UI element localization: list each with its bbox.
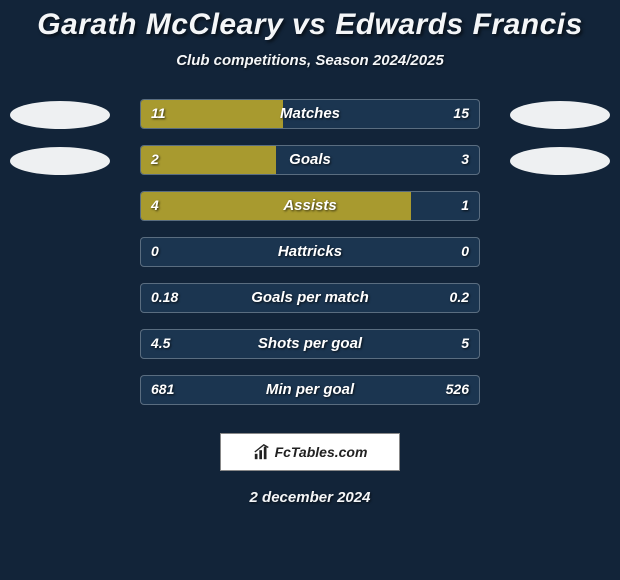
- stats-rows: 11Matches15 2Goals3 4Assists1 0Hattricks0 0.…: [0, 97, 620, 419]
- stat-value-right: 5: [461, 335, 469, 351]
- stat-row: 681Min per goal526: [0, 373, 620, 419]
- chart-icon: [253, 443, 271, 461]
- comparison-infographic: Garath McCleary vs Edwards Francis Club …: [0, 0, 620, 580]
- logo-text: FcTables.com: [275, 444, 368, 460]
- stat-value-right: 3: [461, 151, 469, 167]
- stat-row: 11Matches15: [0, 97, 620, 143]
- stat-label: Goals per match: [141, 289, 479, 306]
- player-right-ellipse: [510, 101, 610, 129]
- stat-row: 4.5Shots per goal5: [0, 327, 620, 373]
- stat-value-left: 681: [151, 381, 174, 397]
- logo-box: FcTables.com: [220, 433, 400, 471]
- player-left-ellipse: [10, 147, 110, 175]
- stat-bar: 4Assists1: [140, 191, 480, 221]
- player-left-ellipse: [10, 101, 110, 129]
- stat-row: 0.18Goals per match0.2: [0, 281, 620, 327]
- stat-bar: 0Hattricks0: [140, 237, 480, 267]
- stat-bar: 2Goals3: [140, 145, 480, 175]
- stat-label: Shots per goal: [141, 335, 479, 352]
- stat-row: 0Hattricks0: [0, 235, 620, 281]
- page-title: Garath McCleary vs Edwards Francis: [0, 8, 620, 42]
- stat-value-right: 526: [446, 381, 469, 397]
- stat-value-left: 0: [151, 243, 159, 259]
- stat-bar-fill: [141, 192, 411, 220]
- stat-bar: 4.5Shots per goal5: [140, 329, 480, 359]
- stat-bar-fill: [141, 100, 283, 128]
- stat-row: 4Assists1: [0, 189, 620, 235]
- stat-label: Min per goal: [141, 381, 479, 398]
- stat-label: Hattricks: [141, 243, 479, 260]
- stat-value-right: 0: [461, 243, 469, 259]
- stat-value-right: 1: [461, 197, 469, 213]
- subtitle: Club competitions, Season 2024/2025: [0, 52, 620, 69]
- stat-bar: 0.18Goals per match0.2: [140, 283, 480, 313]
- stat-row: 2Goals3: [0, 143, 620, 189]
- stat-bar-fill: [141, 146, 276, 174]
- stat-value-right: 15: [453, 105, 469, 121]
- stat-value-left: 4.5: [151, 335, 170, 351]
- player-right-ellipse: [510, 147, 610, 175]
- stat-value-left: 0.18: [151, 289, 178, 305]
- stat-bar: 681Min per goal526: [140, 375, 480, 405]
- stat-bar: 11Matches15: [140, 99, 480, 129]
- stat-value-right: 0.2: [450, 289, 469, 305]
- date-label: 2 december 2024: [0, 489, 620, 506]
